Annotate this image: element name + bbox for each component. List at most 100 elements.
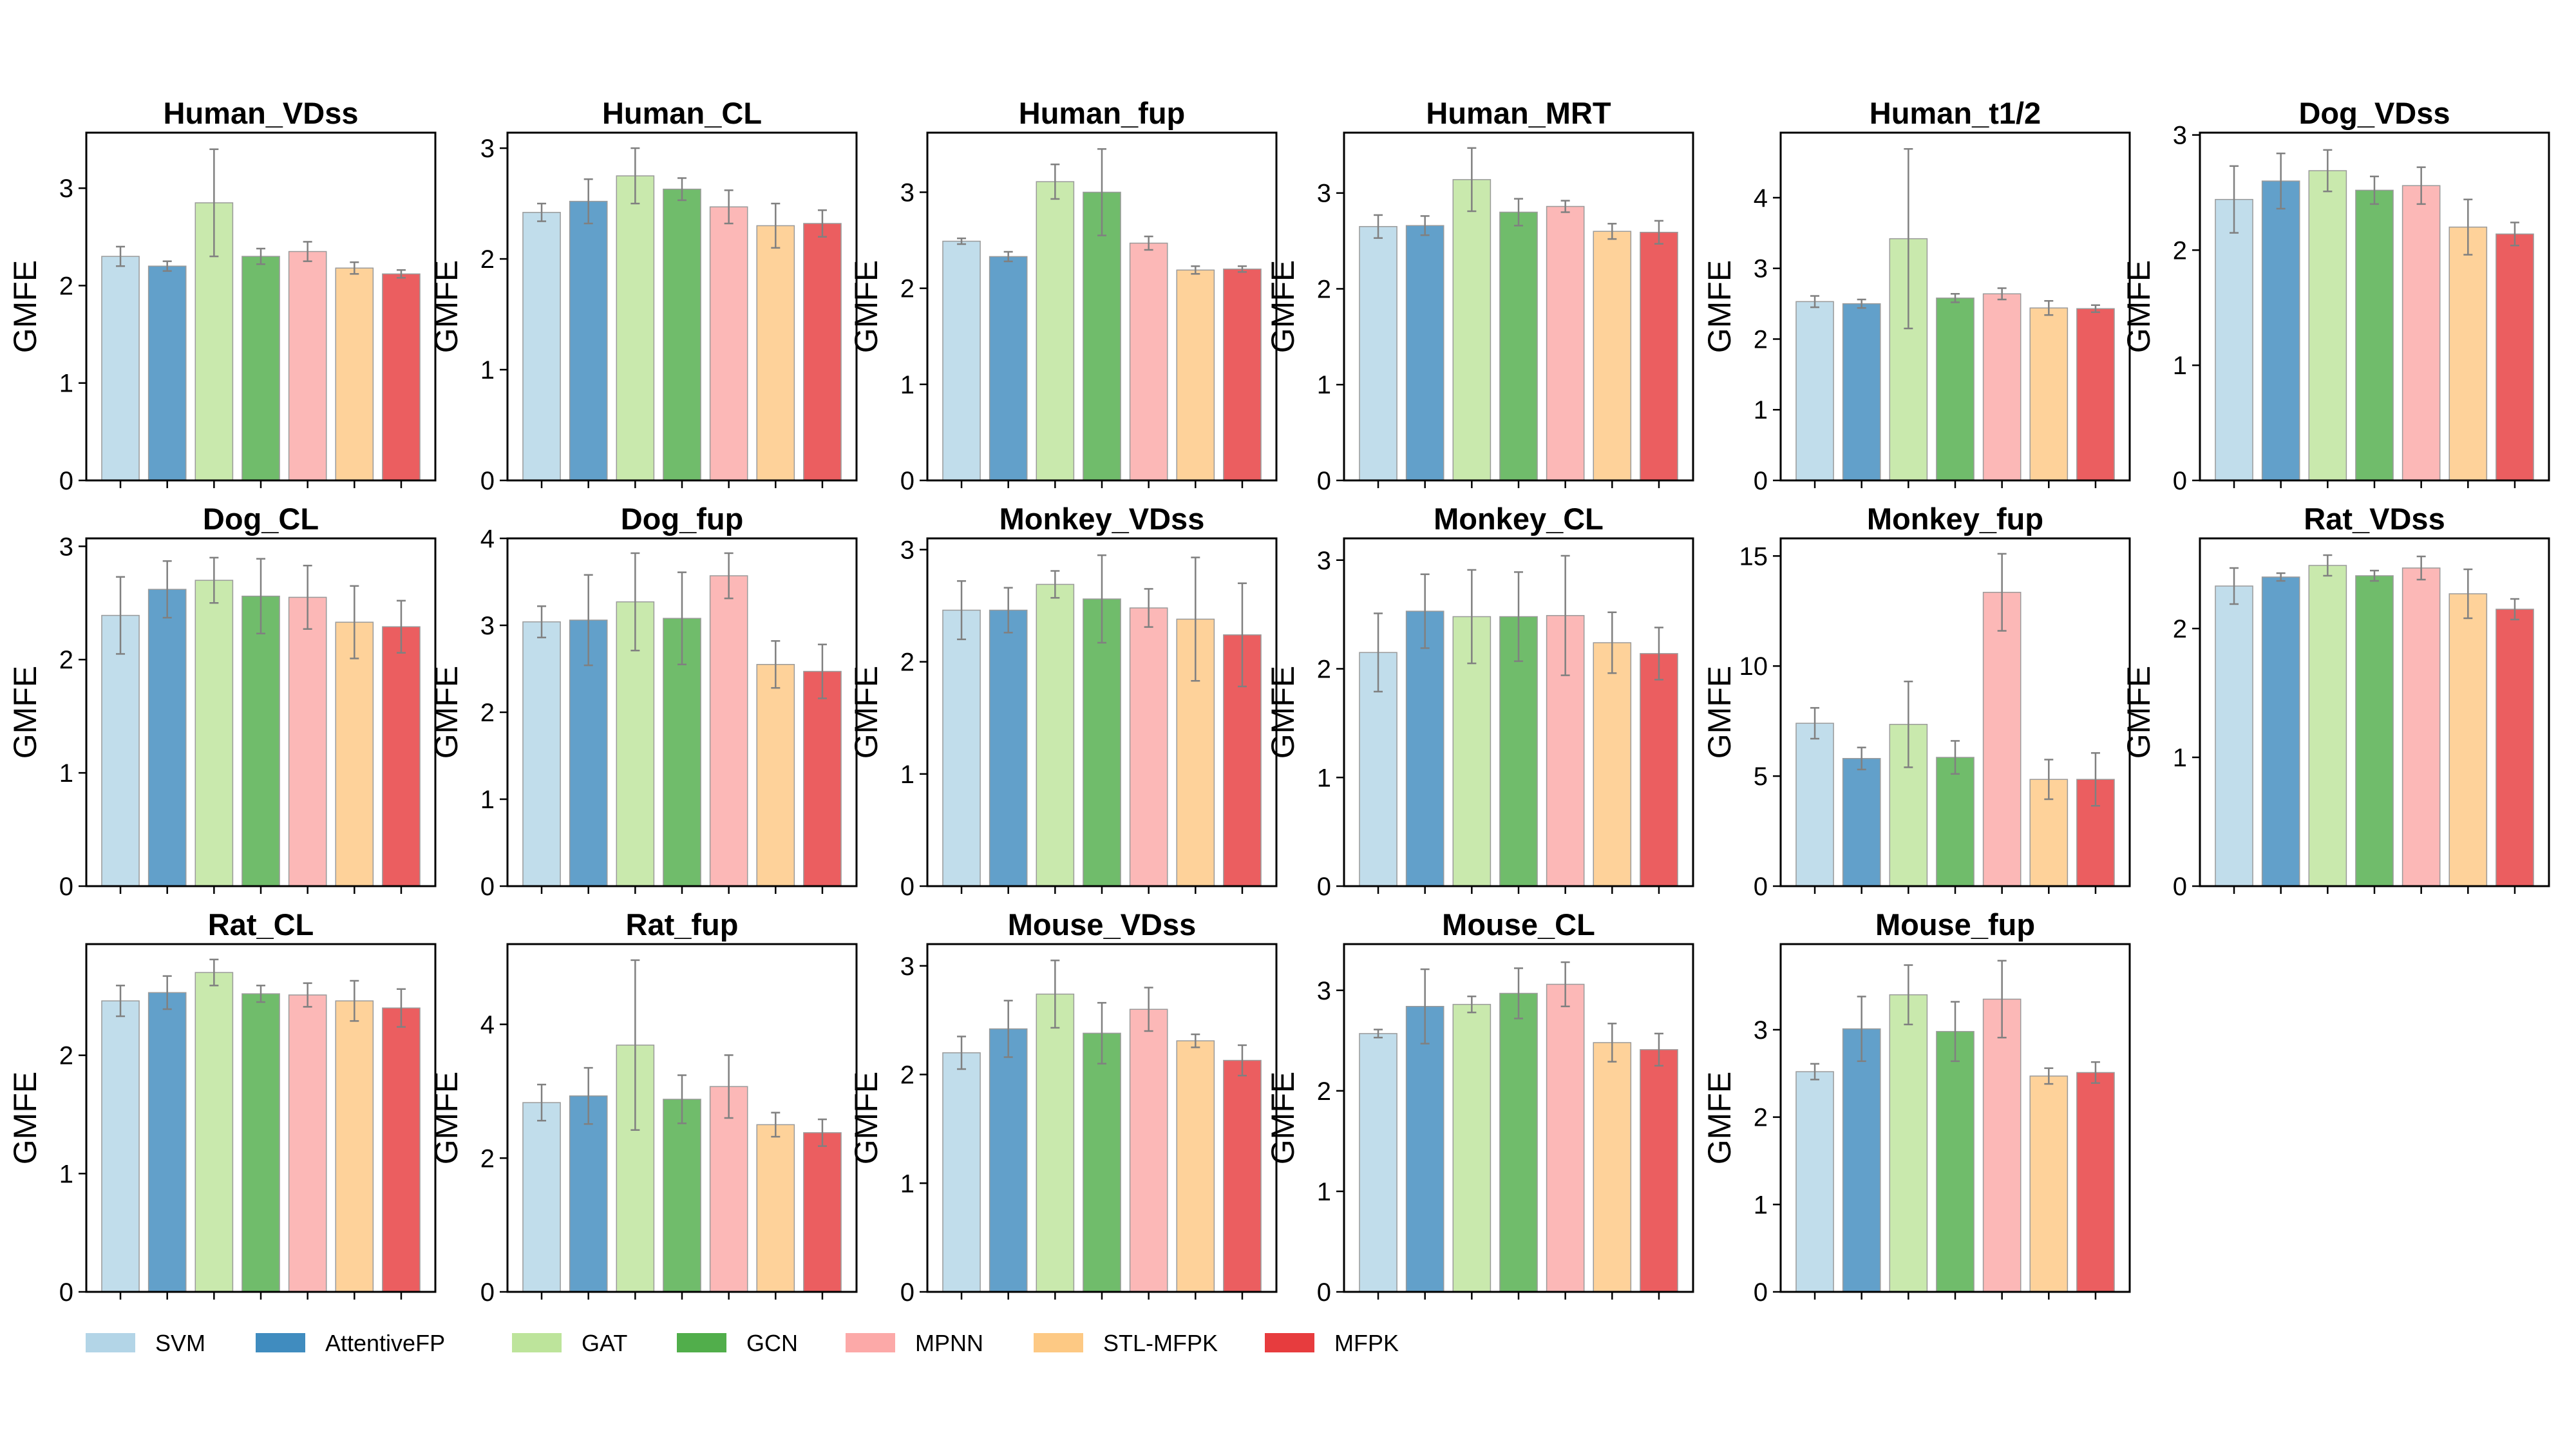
subplot-title: Monkey_fup bbox=[1867, 502, 2043, 536]
y-axis-label: GMFE bbox=[1265, 260, 1301, 353]
bar-mpnn bbox=[1129, 242, 1168, 481]
y-tick-label: 3 bbox=[2173, 122, 2187, 150]
error-bar bbox=[537, 605, 547, 639]
y-tick-label: 3 bbox=[1754, 1016, 1768, 1045]
error-bar bbox=[1144, 235, 1153, 251]
error-bar bbox=[1560, 554, 1570, 676]
error-bar bbox=[583, 1066, 593, 1125]
bar-svm bbox=[101, 614, 140, 887]
bar-svm bbox=[942, 609, 981, 887]
subplot-title: Dog_VDss bbox=[2298, 96, 2450, 130]
error-bar bbox=[1191, 556, 1200, 682]
error-bar bbox=[1003, 999, 1013, 1058]
error-bar bbox=[350, 980, 359, 1022]
error-bar bbox=[630, 959, 640, 1131]
legend: SVM AttentiveFP GAT GCN MPNN STL-MFPK MFPK bbox=[86, 1330, 1399, 1356]
bar-attentivefp bbox=[989, 256, 1028, 481]
y-tick-label: 1 bbox=[1317, 1178, 1331, 1206]
error-bar bbox=[1654, 220, 1663, 245]
y-tick-label: 0 bbox=[1754, 873, 1768, 901]
error-bar bbox=[1237, 582, 1247, 688]
bar-stl-mfpk bbox=[335, 1000, 374, 1293]
subplot-title: Human_fup bbox=[1019, 96, 1186, 130]
y-tick-label: 4 bbox=[1754, 184, 1768, 213]
bar-gcn bbox=[242, 595, 280, 887]
legend-label: STL-MFPK bbox=[1103, 1330, 1218, 1356]
bar-gcn bbox=[1936, 1030, 1975, 1293]
error-bar bbox=[256, 247, 265, 265]
y-tick-label: 1 bbox=[900, 761, 914, 789]
error-bar bbox=[162, 975, 172, 1010]
subplot-mouse-vdss: 0 1 2 3 Mouse_VDss GMFE bbox=[848, 907, 1278, 1307]
axes-frame bbox=[1343, 943, 1694, 1293]
error-bar bbox=[2510, 598, 2519, 621]
y-tick-label: 3 bbox=[480, 612, 495, 640]
error-bar bbox=[1514, 571, 1523, 662]
error-bar bbox=[2370, 175, 2379, 205]
subplot-monkey-cl: 0 1 2 3 Monkey_CL GMFE bbox=[1265, 502, 1694, 901]
bar-svm bbox=[522, 621, 561, 887]
error-bar bbox=[2370, 569, 2379, 582]
y-tick-label: 2 bbox=[900, 649, 914, 677]
legend-item-gat: GAT bbox=[512, 1330, 627, 1356]
y-tick-label: 0 bbox=[480, 467, 495, 495]
error-bar bbox=[630, 552, 640, 652]
axes-frame bbox=[2199, 537, 2550, 887]
y-tick-label: 0 bbox=[1317, 467, 1331, 495]
error-bar bbox=[583, 178, 593, 225]
y-tick-label: 0 bbox=[2173, 873, 2187, 901]
bar-gat bbox=[1036, 583, 1075, 887]
error-bar bbox=[583, 574, 593, 667]
error-bar bbox=[116, 245, 126, 267]
error-bar bbox=[1050, 570, 1060, 599]
error-bar bbox=[1003, 251, 1013, 263]
bar-mfpk bbox=[2496, 609, 2534, 887]
error-bar bbox=[1191, 1033, 1200, 1048]
legend-swatch bbox=[1034, 1333, 1083, 1352]
bar-attentivefp bbox=[1842, 758, 1881, 887]
error-bar bbox=[209, 556, 219, 604]
y-tick-label: 1 bbox=[480, 356, 495, 384]
error-bar bbox=[2416, 555, 2426, 581]
bar-gat bbox=[1452, 1003, 1492, 1293]
y-tick-label: 0 bbox=[1317, 873, 1331, 901]
error-bar bbox=[1191, 265, 1200, 275]
y-axis-label: GMFE bbox=[428, 1072, 464, 1164]
y-axis-label: GMFE bbox=[848, 666, 884, 759]
legend-swatch bbox=[1265, 1333, 1314, 1352]
bar-attentivefp bbox=[1842, 1028, 1881, 1293]
error-bar bbox=[162, 560, 172, 619]
bar-mpnn bbox=[709, 575, 748, 887]
error-bar bbox=[2510, 222, 2519, 247]
error-bar bbox=[2230, 567, 2239, 605]
error-bar bbox=[2323, 149, 2333, 193]
error-bar bbox=[1560, 961, 1570, 1008]
error-bar bbox=[537, 1083, 547, 1122]
y-tick-label: 3 bbox=[1754, 255, 1768, 283]
bar-mfpk bbox=[2076, 308, 2115, 481]
y-tick-label: 0 bbox=[900, 873, 914, 901]
error-bar bbox=[1420, 215, 1430, 236]
error-bar bbox=[630, 147, 640, 205]
y-tick-label: 1 bbox=[1754, 396, 1768, 424]
legend-label: GAT bbox=[582, 1330, 627, 1356]
bar-attentivefp bbox=[1842, 303, 1881, 481]
y-tick-label: 2 bbox=[2173, 615, 2187, 643]
bar-svm bbox=[522, 212, 561, 481]
error-bar bbox=[957, 237, 967, 245]
legend-label: SVM bbox=[155, 1330, 205, 1356]
bar-mfpk bbox=[1223, 1059, 1262, 1293]
bar-attentivefp bbox=[147, 992, 187, 1293]
error-bar bbox=[2463, 568, 2473, 620]
subplot-title: Monkey_CL bbox=[1434, 502, 1604, 536]
subplot-monkey-fup: 0 5 10 15 Monkey_fup GMFE bbox=[1701, 502, 2131, 901]
legend-item-stl-mfpk: STL-MFPK bbox=[1034, 1330, 1218, 1356]
error-bar bbox=[1514, 967, 1523, 1019]
bar-mfpk bbox=[803, 1132, 842, 1293]
axes-frame bbox=[2199, 131, 2550, 482]
error-bar bbox=[396, 269, 406, 279]
error-bar bbox=[1514, 198, 1523, 227]
legend-label: AttentiveFP bbox=[325, 1330, 445, 1356]
axes-frame bbox=[926, 537, 1278, 887]
subplot-title: Human_VDss bbox=[164, 96, 359, 130]
